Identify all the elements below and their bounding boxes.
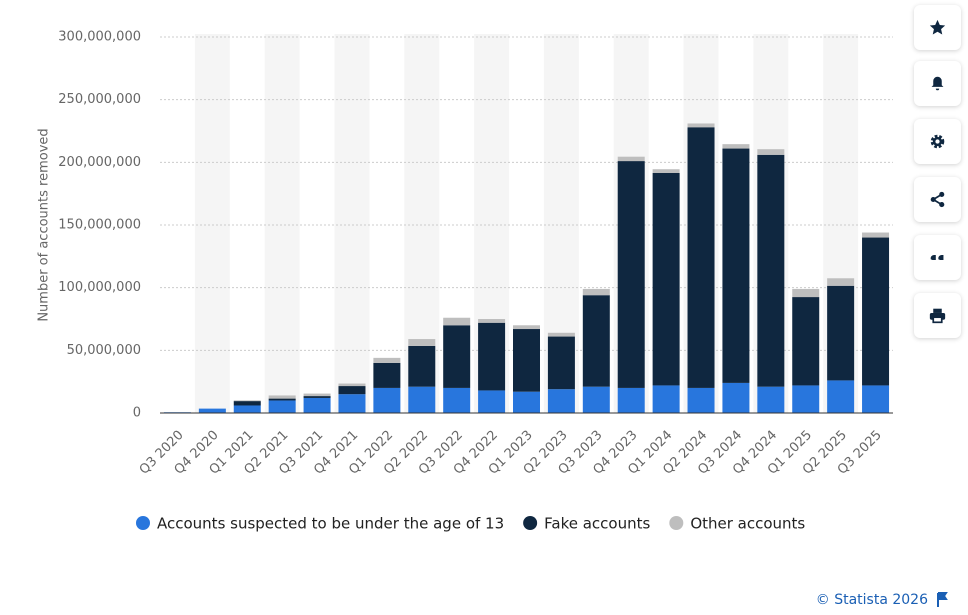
bar-segment [338,383,366,387]
cite-button[interactable] [914,235,961,280]
y-tick-label: 150,000,000 [58,218,141,233]
legend-label[interactable]: Accounts suspected to be under the age o… [157,515,504,533]
bar-segment [652,385,680,413]
y-tick-label: 100,000,000 [58,280,141,295]
settings-button[interactable] [914,119,961,164]
bar-segment [687,127,715,388]
bar-segment [547,332,575,337]
bar-segment [617,161,645,388]
source[interactable]: © Statista 2026 [816,592,928,608]
band-stripe [334,34,370,413]
bar-segment [827,285,855,381]
bar-segment [513,391,540,413]
bar-segment [792,288,820,298]
share-button[interactable] [914,177,961,222]
flag-icon[interactable] [937,592,948,607]
bar-segment [408,386,436,413]
bar-segment [303,396,331,398]
bar-segment [303,393,331,397]
bar-segment [443,317,471,326]
band-stripe [194,34,230,413]
bar-segment [338,386,366,395]
bar-segment [268,400,296,413]
bar-segment [827,380,855,413]
bar-segment [303,397,331,413]
bar-segment [373,387,401,413]
bar-segment [268,398,296,401]
y-tick-label: 250,000,000 [58,92,141,107]
bar-segment [373,357,401,363]
bar-segment [582,288,610,296]
y-tick-label: 0 [133,406,141,421]
bar-segment [338,394,366,413]
bar-segment [478,390,506,413]
bar-segment [687,387,715,413]
print-button[interactable] [914,293,961,338]
bar-segment [513,329,540,392]
bar-segment [722,144,750,149]
legend-label[interactable]: Other accounts [690,515,805,533]
bar-segment [722,382,750,413]
bar-segment [792,297,820,386]
bar-segment [652,169,680,173]
bar-segment [862,237,890,386]
bar-segment [547,389,575,413]
bar-segment [513,325,540,330]
y-tick-label: 50,000,000 [67,343,141,358]
bar-segment [198,408,226,413]
bar-segment [862,232,890,238]
bar-segment [408,345,436,387]
bar-segment [722,148,750,383]
bar-segment [757,149,785,155]
bar-segment [233,400,261,402]
bar-segment [757,386,785,413]
bar-segment [617,156,645,162]
bar-segment [478,319,506,323]
legend-marker [136,516,150,530]
legend-marker [669,516,684,530]
bar-segment [827,278,855,286]
y-axis-label: Number of accounts removed [37,128,52,321]
bar-segment [233,405,261,413]
bar-segment [757,154,785,387]
favorite-button[interactable] [914,5,961,50]
y-tick-label: 300,000,000 [58,30,141,45]
bar-segment [652,172,680,386]
bar-segment [792,385,820,413]
bar-segment [268,395,296,399]
y-tick-label: 200,000,000 [58,155,141,170]
bar-segment [547,336,575,390]
bar-segment [443,387,471,413]
legend-marker [523,516,538,530]
bar-segment [373,362,401,388]
bar-segment [687,123,715,128]
bar-segment [617,387,645,413]
bar-segment [408,339,436,346]
bar-segment [582,295,610,387]
bar-segment [582,386,610,413]
band-stripe [264,34,300,413]
bar-segment [443,325,471,388]
legend-label[interactable]: Fake accounts [544,515,650,533]
bar-segment [862,385,890,413]
bar-segment [233,401,261,406]
bar-segment [478,322,506,391]
notification-button[interactable] [914,61,961,106]
